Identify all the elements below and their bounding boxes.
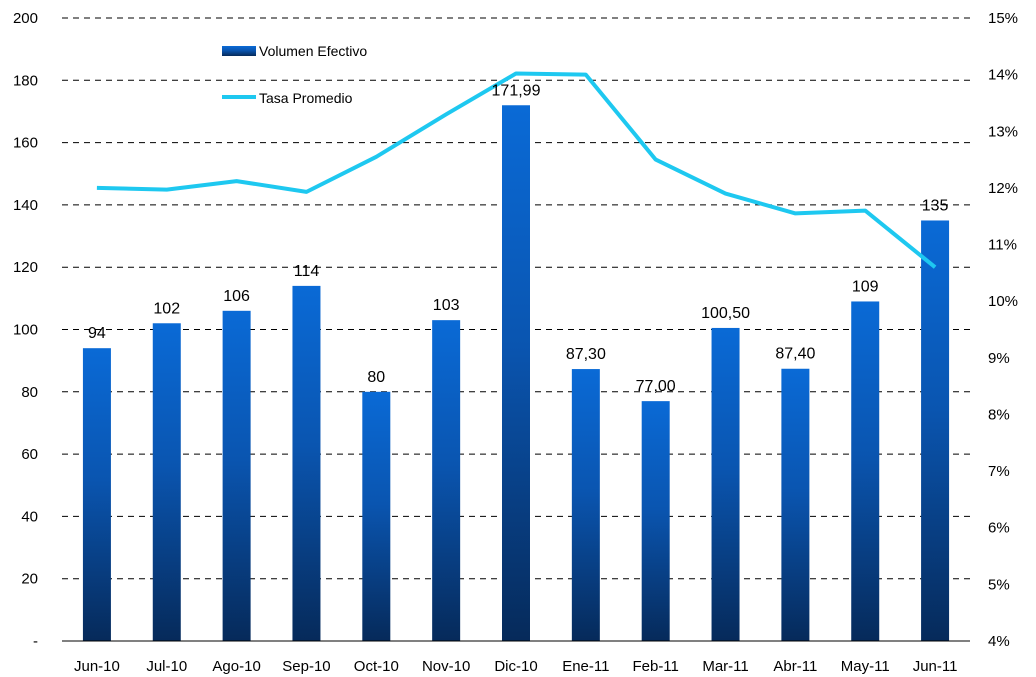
bar-value-label: 103 [433,297,460,314]
bar-value-label: 87,40 [775,346,815,363]
y-right-tick-label: 7% [988,463,1010,480]
bar-value-label: 77,00 [636,378,676,395]
y-left-tick-label: 60 [21,446,38,463]
data-labels: 94 102 106 114 80 103 171,99 87,30 77,00 100,50 87… [88,82,948,395]
y-left-tick-label: 200 [13,10,38,27]
bar-value-label: 80 [367,369,385,386]
bar [362,391,391,641]
x-tick-label: Oct-10 [354,658,399,675]
y-right-tick-label: 6% [988,520,1010,537]
line-series [96,71,937,269]
legend: Volumen Efectivo Tasa Promedio [222,43,367,106]
y-right-tick-label: 9% [988,350,1010,367]
y-right-tick-label: 14% [988,67,1018,84]
bar-value-label: 94 [88,325,106,342]
bar [921,220,950,641]
bar-value-label: 87,30 [566,346,606,363]
bar-value-label: 135 [922,197,949,214]
y-left-tick-label: 120 [13,259,38,276]
bar [152,323,181,641]
rate-line [96,71,937,269]
bar-value-label: 100,50 [701,305,750,322]
bar [222,310,251,641]
bar-value-label: 109 [852,278,879,295]
x-tick-label: Nov-10 [422,658,470,675]
bar [711,327,740,641]
bar [82,348,111,641]
legend-bar-label: Volumen Efectivo [259,43,367,59]
bar [502,105,530,641]
bar [571,369,600,641]
x-tick-label: Dic-10 [494,658,537,675]
y-right-tick-label: 8% [988,406,1010,423]
bar [781,368,810,641]
x-tick-label: Sep-10 [282,658,330,675]
x-axis: Jun-10 Jul-10 Ago-10 Sep-10 Oct-10 Nov-10 Dic-… [62,640,970,675]
y-left-tick-label: 140 [13,197,38,214]
bar [641,401,670,641]
bar [851,301,880,641]
legend-bar-swatch [222,46,256,56]
y-left-tick-label: 100 [13,322,38,339]
x-tick-label: Feb-11 [632,658,678,675]
bar [432,320,461,641]
legend-line-label: Tasa Promedio [259,90,353,106]
x-tick-label: Abr-11 [773,658,817,675]
y-right-tick-label: 5% [988,576,1010,593]
x-tick-label: Mar-11 [702,658,748,675]
left-axis: - 20 40 60 80 100 120 140 160 180 200 [13,10,38,650]
y-left-tick-label: 180 [13,72,38,89]
x-tick-label: Jun-11 [913,658,958,675]
x-tick-label: May-11 [841,658,890,675]
y-right-tick-label: 11% [988,237,1017,254]
x-tick-label: Ago-10 [212,658,260,675]
bar-value-label: 102 [153,300,180,317]
y-left-tick-label: 20 [21,571,38,588]
x-tick-label: Jun-10 [74,658,120,675]
y-right-tick-label: 13% [988,123,1018,140]
y-right-tick-label: 12% [988,180,1018,197]
bar-value-label: 106 [223,288,250,305]
bar-series [82,105,950,641]
x-tick-label: Jul-10 [146,658,187,675]
bar [292,285,321,641]
x-tick-label: Ene-11 [562,658,609,675]
y-left-tick-label: 80 [21,384,38,401]
y-right-tick-label: 15% [988,10,1018,27]
y-right-tick-label: 10% [988,293,1018,310]
right-axis: 4% 5% 6% 7% 8% 9% 10% 11% 12% 13% 14% 15% [988,10,1018,650]
y-right-tick-label: 4% [988,633,1010,650]
bar-value-label: 114 [294,263,320,280]
y-left-tick-label: 160 [13,135,38,152]
y-left-tick-label: 40 [21,508,38,525]
y-left-tick-label: - [33,633,38,650]
bar-value-label: 171,99 [492,82,541,99]
